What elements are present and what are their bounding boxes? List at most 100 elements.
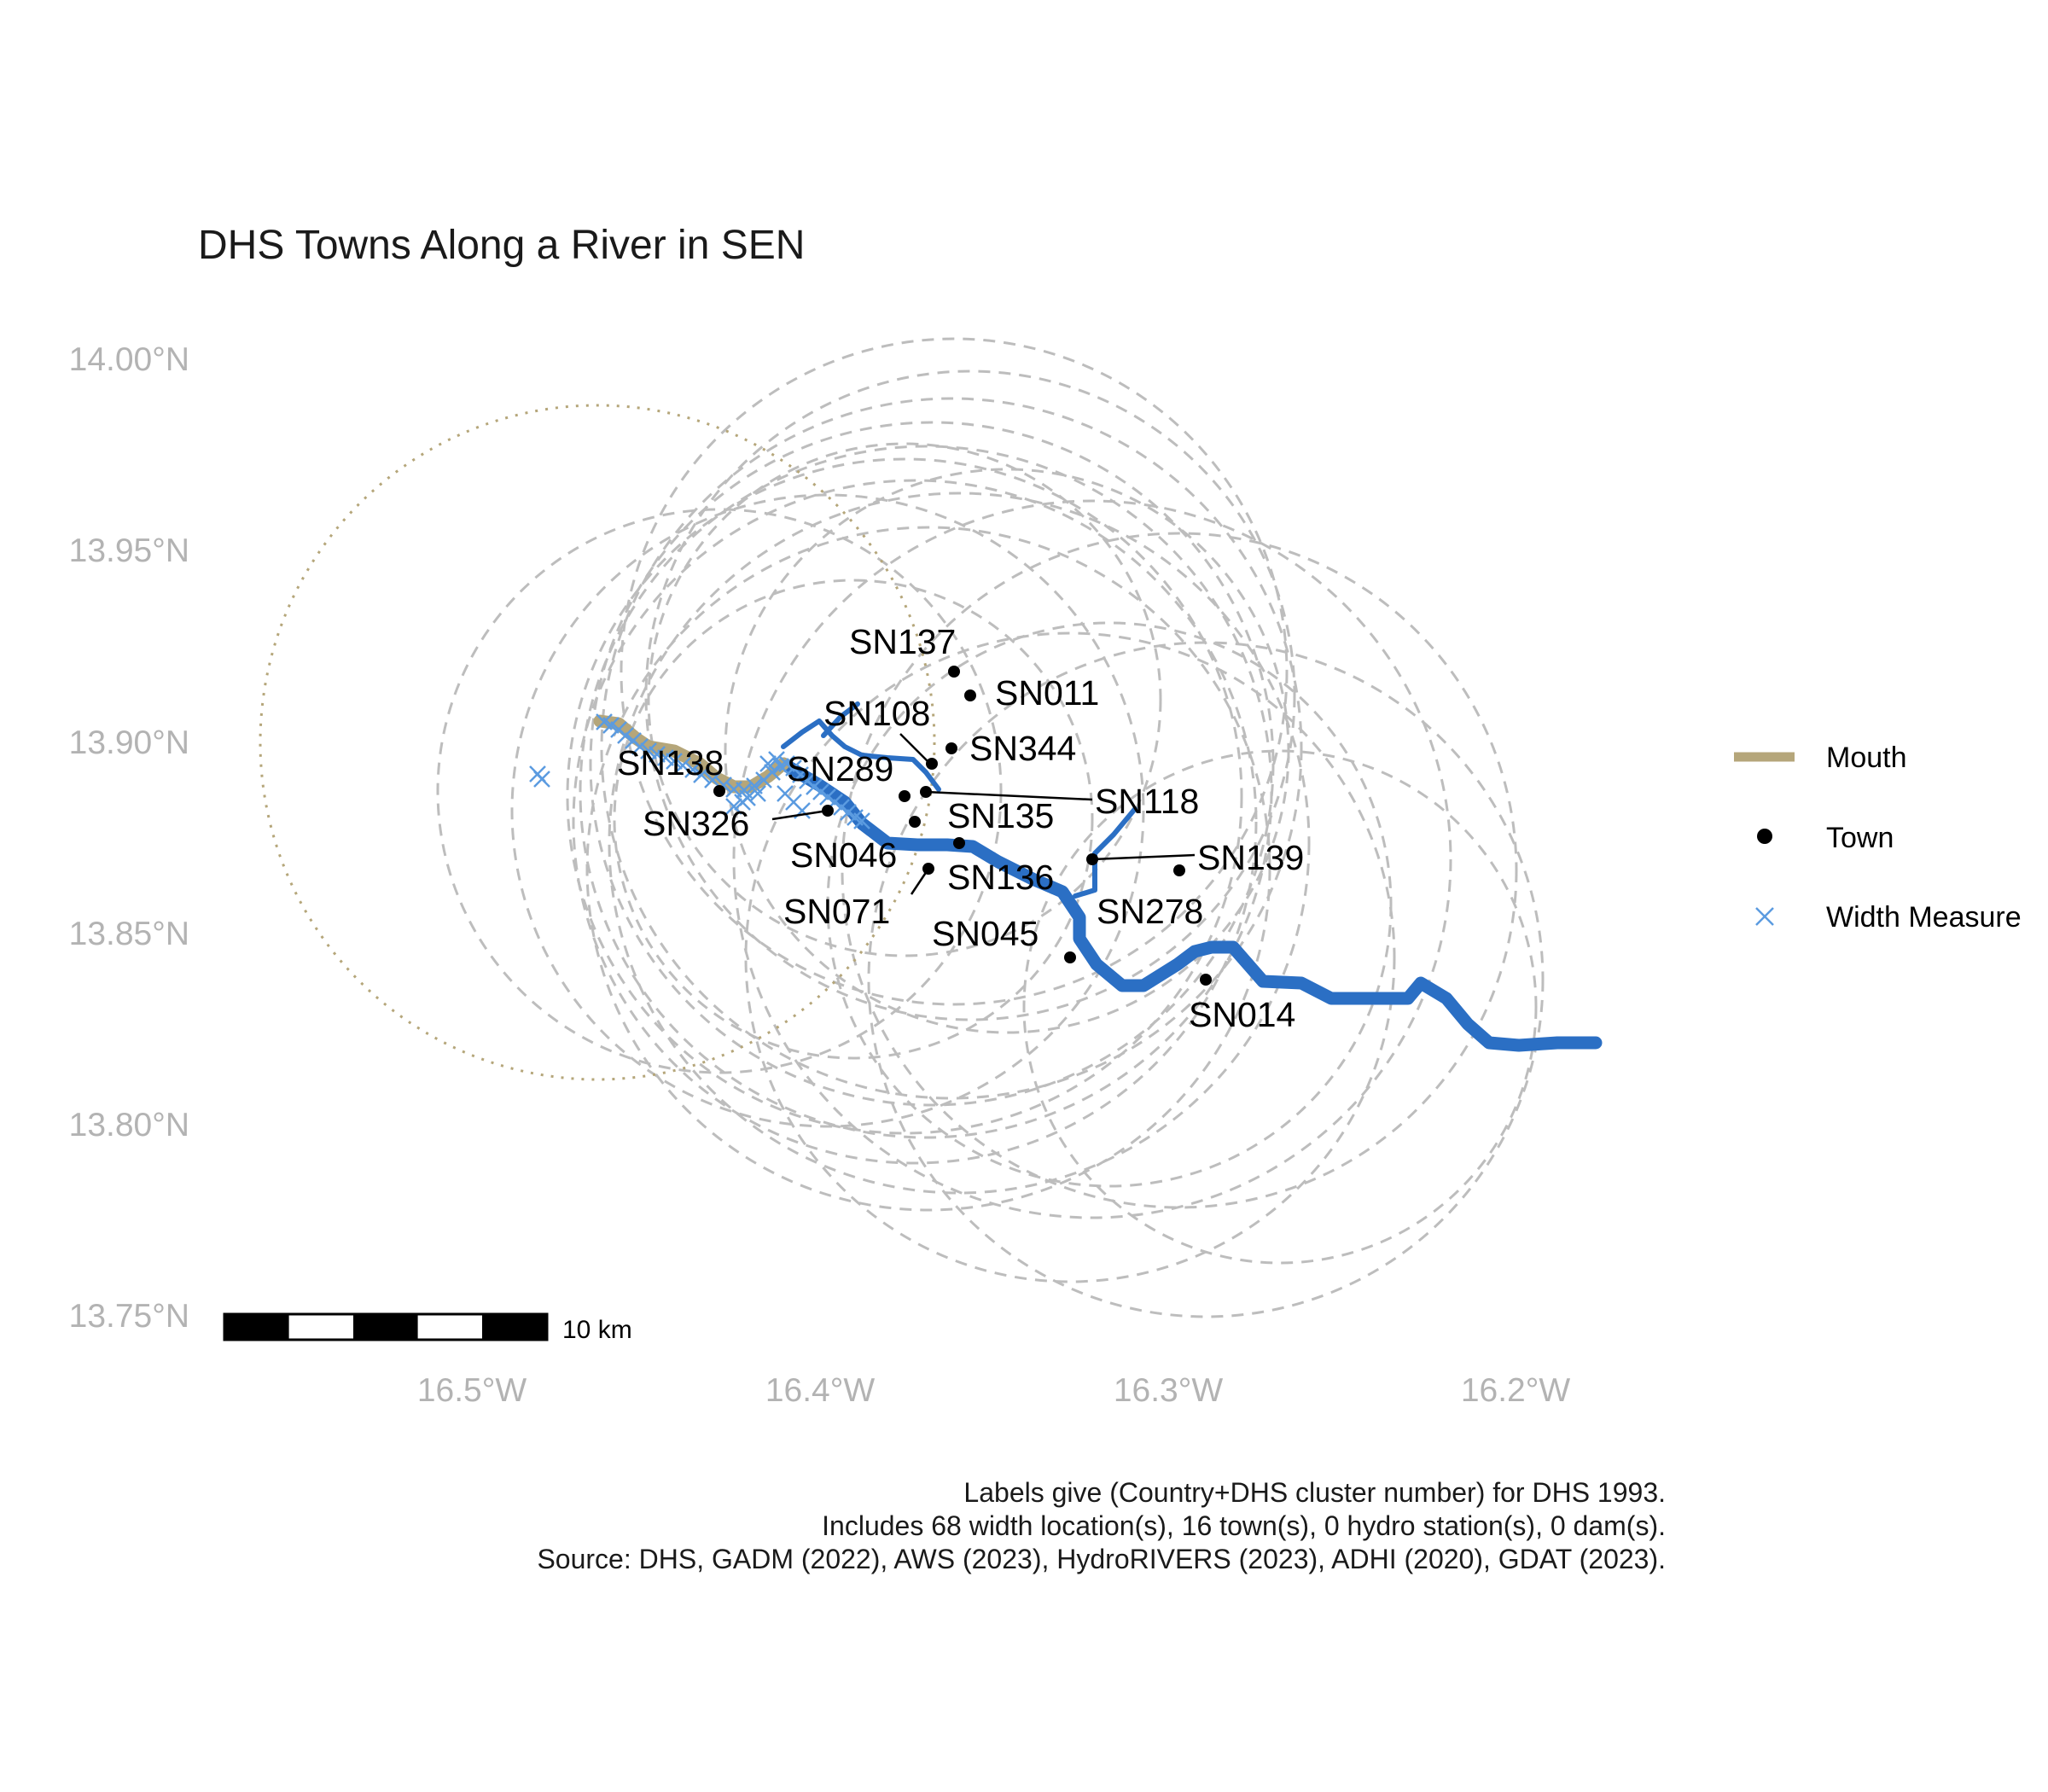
- width-measure-marker: [674, 757, 691, 774]
- width-measure-marker: [725, 798, 742, 815]
- x-tick-label: 16.4°W: [765, 1372, 876, 1409]
- buffer-circle: [566, 457, 1243, 1135]
- town-label: SN289: [787, 749, 893, 788]
- river-tributary: [781, 719, 941, 792]
- width-measure-marker: [693, 766, 710, 783]
- town-label: SN135: [947, 796, 1054, 835]
- town-label: SN138: [617, 743, 724, 783]
- y-tick-label: 13.85°N: [69, 916, 189, 952]
- map-title: DHS Towns Along a River in SEN: [198, 223, 805, 268]
- scale-bar-label: 10 km: [562, 1316, 632, 1344]
- y-tick-label: 13.90°N: [69, 724, 189, 761]
- width-measure-marker: [840, 804, 857, 821]
- town-label: SN011: [995, 673, 1099, 713]
- town-buffers: [436, 337, 1545, 1318]
- leader-lines: [771, 733, 1196, 895]
- legend: Mouth Town Width Measure: [1734, 742, 2022, 934]
- width-measure-marker: [806, 778, 823, 795]
- town-label: SN136: [947, 858, 1054, 897]
- scale-bar-segment: [224, 1314, 289, 1340]
- width-measure-marker: [704, 771, 721, 788]
- buffer-circle: [572, 479, 1258, 1165]
- legend-width-label: Width Measure: [1826, 901, 2022, 934]
- width-measure-marker: [533, 771, 550, 788]
- width-measures: [529, 713, 870, 829]
- width-measure-marker: [602, 717, 620, 734]
- buffer-circle: [608, 492, 1311, 1195]
- town-point: [953, 837, 965, 849]
- scale-bar: 10 km: [223, 1312, 632, 1344]
- leader-line: [899, 733, 931, 765]
- town-points: [713, 666, 1212, 986]
- caption-line: Labels give (Country+DHS cluster number)…: [963, 1477, 1666, 1508]
- buffer-circle: [744, 631, 1396, 1283]
- width-measure-marker: [833, 799, 850, 816]
- width-measure-marker: [812, 783, 829, 800]
- width-measure-marker: [749, 785, 766, 802]
- y-tick-label: 13.95°N: [69, 532, 189, 569]
- x-tick-label: 16.2°W: [1461, 1372, 1571, 1409]
- town-label: SN045: [932, 914, 1039, 953]
- buffer-circle: [436, 508, 1003, 1074]
- buffer-circle: [579, 445, 1273, 1139]
- buffer-circle: [841, 532, 1518, 1209]
- width-measure-marker: [649, 746, 666, 763]
- width-measure-marker: [631, 738, 649, 755]
- width-measure-marker: [657, 749, 674, 766]
- town-point: [1064, 951, 1076, 963]
- town-point: [1173, 864, 1185, 876]
- legend-mouth-label: Mouth: [1826, 742, 1907, 774]
- legend-town-key: [1757, 829, 1772, 844]
- town-label: SN137: [849, 622, 956, 661]
- buffer-circle: [510, 493, 1145, 1128]
- buffer-circle: [644, 369, 1296, 1021]
- town-point: [1200, 974, 1212, 986]
- town-label: SN278: [1097, 892, 1203, 931]
- width-measure-marker: [819, 788, 836, 806]
- width-measure-marker: [759, 755, 777, 772]
- river-tributary: [821, 701, 860, 738]
- buffer-circle: [647, 442, 1162, 957]
- buffer-circle: [613, 579, 1094, 1060]
- legend-width-key: [1755, 907, 1774, 926]
- width-measure-marker: [666, 753, 683, 770]
- mouth-buffer: [259, 404, 936, 1081]
- leader-line: [925, 790, 1093, 801]
- town-point: [922, 863, 934, 875]
- y-tick-label: 14.00°N: [69, 341, 189, 378]
- buffer-circle: [585, 526, 1271, 1212]
- town-label: SN326: [643, 804, 749, 843]
- town-labels: SN137 SN011 SN108 SN344 SN138 SN289 SN11…: [617, 622, 1304, 1034]
- town-label: SN139: [1197, 838, 1304, 877]
- buffer-circle: [732, 499, 1452, 1219]
- buffer-circle: [1022, 749, 1538, 1265]
- y-axis: 14.00°N 13.95°N 13.90°N 13.85°N 13.80°N …: [69, 341, 189, 1335]
- x-tick-label: 16.3°W: [1114, 1372, 1224, 1409]
- town-label: SN344: [969, 729, 1076, 768]
- river-tributary: [1073, 806, 1137, 899]
- legend-town-label: Town: [1826, 822, 1894, 854]
- town-label: SN071: [783, 892, 890, 931]
- leader-line: [1091, 853, 1196, 861]
- buffer-circle: [620, 337, 1289, 1006]
- y-tick-label: 13.80°N: [69, 1107, 189, 1143]
- width-measure-marker: [640, 742, 657, 759]
- width-measure-marker: [684, 761, 701, 778]
- town-label: SN046: [790, 835, 897, 875]
- leader-line: [771, 809, 829, 821]
- buffer-circle: [867, 641, 1545, 1318]
- town-point: [909, 816, 921, 828]
- town-point: [713, 785, 725, 797]
- town-label: SN118: [1095, 782, 1199, 821]
- caption-line: Includes 68 width location(s), 16 town(s…: [822, 1510, 1666, 1541]
- width-measure-marker: [853, 812, 870, 829]
- town-point: [926, 758, 938, 770]
- town-point: [964, 689, 976, 701]
- caption: Labels give (Country+DHS cluster number)…: [537, 1477, 1666, 1574]
- town-label: SN014: [1189, 995, 1295, 1034]
- x-tick-label: 16.5°W: [417, 1372, 527, 1409]
- town-point: [899, 790, 911, 802]
- y-tick-label: 13.75°N: [69, 1298, 189, 1335]
- town-point: [920, 786, 932, 798]
